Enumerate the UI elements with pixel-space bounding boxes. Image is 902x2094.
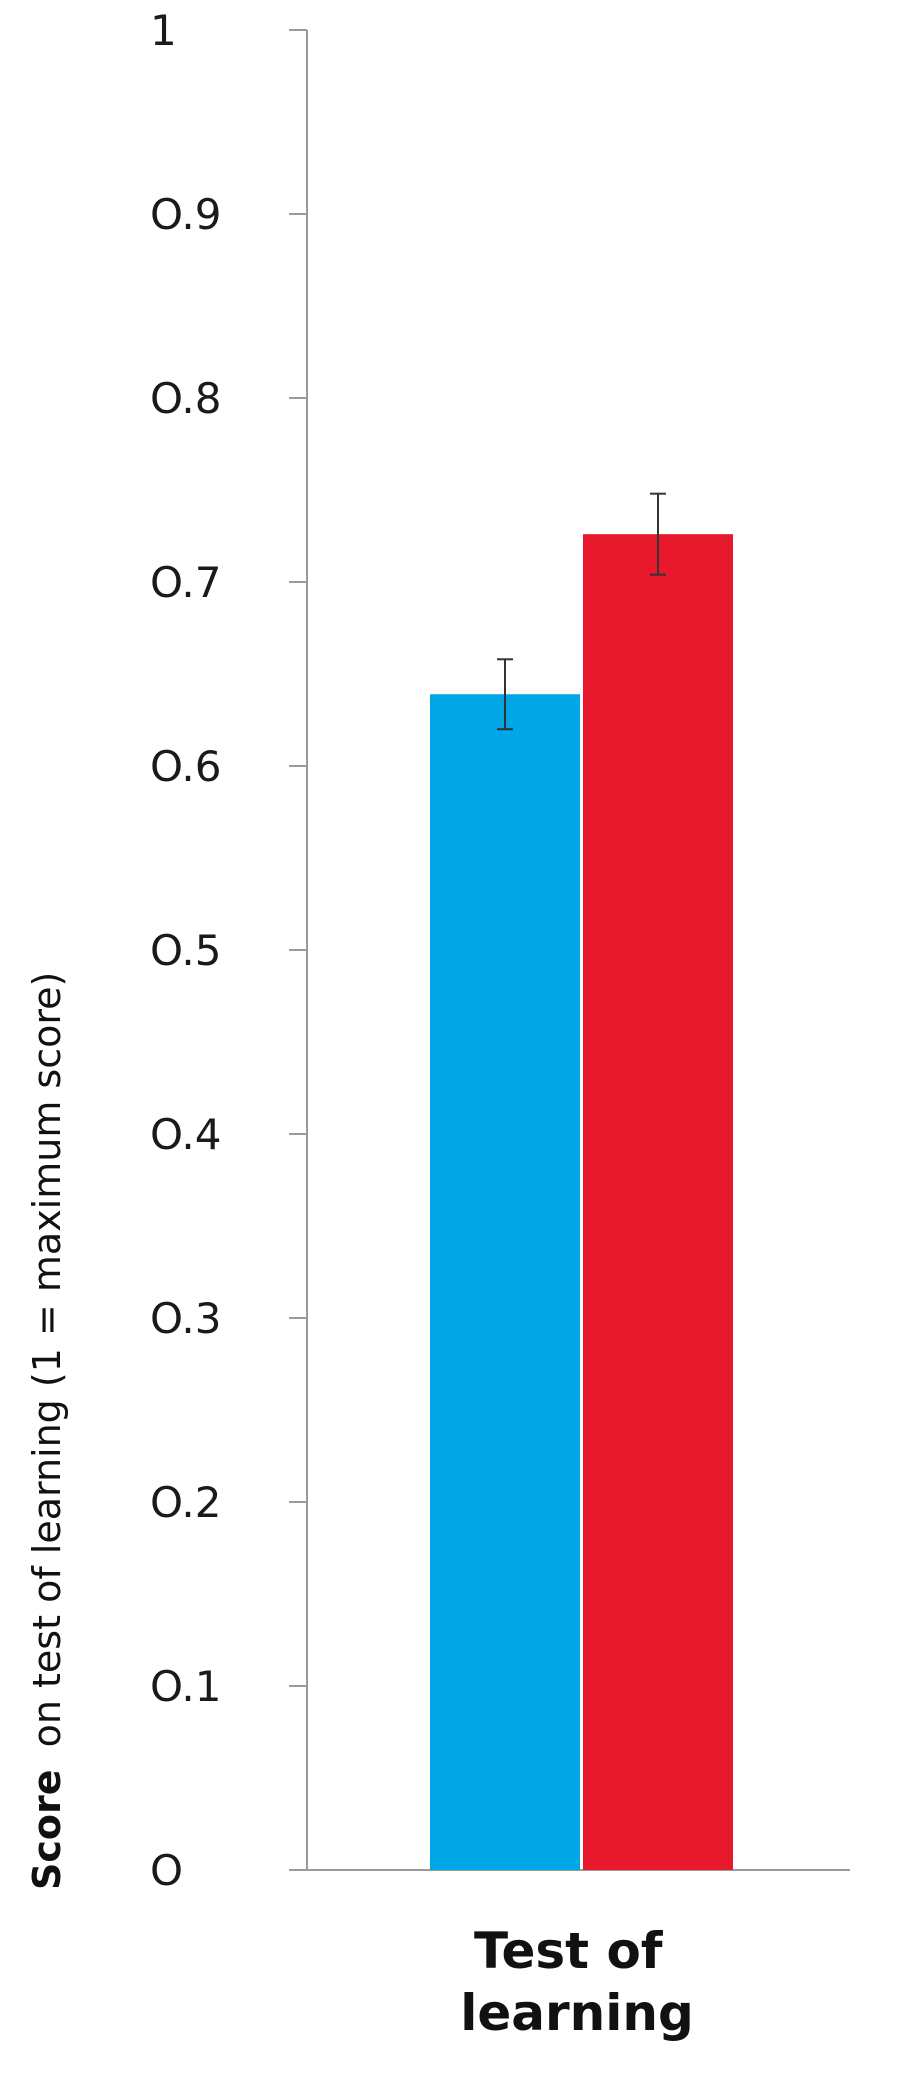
bar-series-1: [430, 694, 580, 1870]
y-tick-label: O.1: [150, 1662, 221, 1711]
y-tick-label: 1: [150, 6, 177, 55]
y-axis-title-bold: Score: [25, 1769, 69, 1890]
y-axis-title: Score on test of learning (1 = maximum s…: [25, 972, 69, 1890]
x-category-label: Test of learning: [460, 1922, 694, 2042]
y-tick-label: O: [150, 1846, 183, 1895]
y-tick-label: O.4: [150, 1110, 221, 1159]
bar-series-2: [583, 534, 733, 1871]
y-tick-label: O.8: [150, 374, 221, 423]
y-tick-label: O.7: [150, 558, 221, 607]
error-bars: [497, 492, 666, 731]
y-tick-label: O.5: [150, 926, 221, 975]
y-axis-title-rest: on test of learning (1 = maximum score): [25, 972, 69, 1748]
y-tick-label: O.3: [150, 1294, 221, 1343]
y-tick-label: O.2: [150, 1478, 221, 1527]
x-category-line-1: Test of: [474, 1922, 664, 1980]
x-category-line-2: learning: [460, 1984, 694, 2042]
y-tick-label: O.6: [150, 742, 221, 791]
y-tick-label: O.9: [150, 190, 221, 239]
bars: [430, 534, 733, 1871]
y-ticks: O O.1 O.2 O.3 O.4 O.5 O.6 O.7 O.8 O.9 1: [150, 6, 307, 1895]
